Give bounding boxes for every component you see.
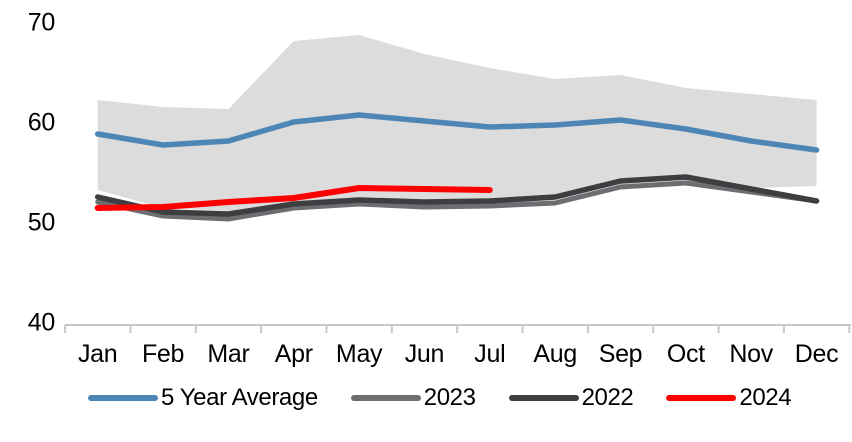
legend-line-marker bbox=[88, 395, 158, 401]
y-axis-label-50: 50 bbox=[28, 209, 55, 237]
legend-label: 2024 bbox=[739, 384, 792, 411]
legend-item-2024: 2024 bbox=[666, 384, 792, 411]
series-line-5-year-average bbox=[94, 112, 820, 153]
x-axis-label-feb: Feb bbox=[142, 340, 184, 368]
legend-line-marker bbox=[350, 395, 421, 401]
y-axis-label-40: 40 bbox=[28, 309, 55, 337]
x-axis-label-jan: Jan bbox=[78, 340, 117, 368]
x-axis-label-aug: Aug bbox=[533, 340, 577, 368]
legend-label: 5 Year Average bbox=[161, 384, 318, 411]
x-axis-label-apr: Apr bbox=[275, 340, 313, 368]
x-axis-label-may: May bbox=[336, 340, 383, 368]
y-axis-label-60: 60 bbox=[28, 109, 55, 137]
legend-item-5-year-average: 5 Year Average bbox=[88, 386, 318, 410]
x-axis-label-dec: Dec bbox=[795, 340, 839, 368]
x-axis-label-jun: Jun bbox=[405, 340, 444, 368]
x-axis-label-jul: Jul bbox=[474, 340, 505, 368]
x-axis-label-sep: Sep bbox=[599, 340, 643, 368]
x-axis-label-mar: Mar bbox=[207, 340, 249, 368]
y-axis-label-70: 70 bbox=[28, 9, 55, 37]
legend: 5 Year Average 2023 2022 2024 bbox=[88, 383, 792, 413]
legend-line-marker bbox=[666, 395, 737, 401]
series-line-2022 bbox=[94, 174, 820, 217]
legend-item-2022: 2022 bbox=[508, 384, 634, 411]
x-axis-label-nov: Nov bbox=[729, 340, 773, 368]
series-line-2024 bbox=[94, 185, 493, 211]
legend-item-2023: 2023 bbox=[350, 384, 476, 411]
legend-label: 2023 bbox=[423, 384, 476, 411]
series-line-2023 bbox=[95, 180, 820, 222]
x-axis-label-oct: Oct bbox=[667, 340, 705, 368]
legend-label: 2022 bbox=[581, 384, 634, 411]
legend-line-marker bbox=[508, 395, 579, 401]
